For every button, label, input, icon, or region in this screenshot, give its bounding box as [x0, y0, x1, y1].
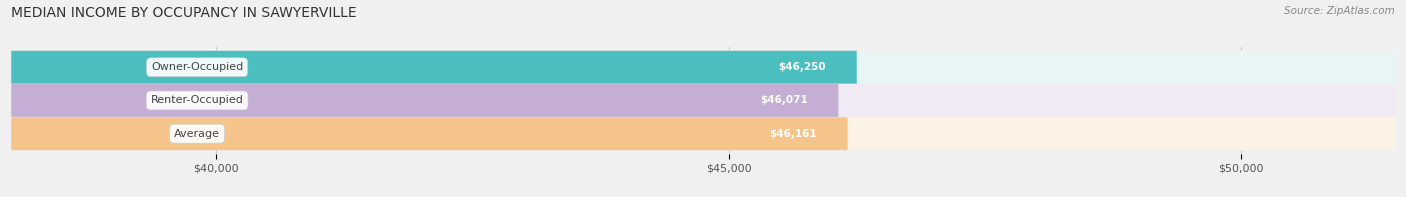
FancyBboxPatch shape	[11, 51, 1395, 84]
Text: Average: Average	[174, 129, 221, 139]
Text: Renter-Occupied: Renter-Occupied	[150, 96, 243, 105]
FancyBboxPatch shape	[11, 117, 1395, 150]
Text: MEDIAN INCOME BY OCCUPANCY IN SAWYERVILLE: MEDIAN INCOME BY OCCUPANCY IN SAWYERVILL…	[11, 6, 357, 20]
FancyBboxPatch shape	[11, 84, 838, 117]
Text: Source: ZipAtlas.com: Source: ZipAtlas.com	[1284, 6, 1395, 16]
Text: Owner-Occupied: Owner-Occupied	[150, 62, 243, 72]
Text: $46,071: $46,071	[759, 96, 807, 105]
Text: $46,161: $46,161	[769, 129, 817, 139]
FancyBboxPatch shape	[11, 84, 1395, 117]
FancyBboxPatch shape	[11, 51, 856, 84]
Text: $46,250: $46,250	[779, 62, 825, 72]
FancyBboxPatch shape	[11, 117, 848, 150]
